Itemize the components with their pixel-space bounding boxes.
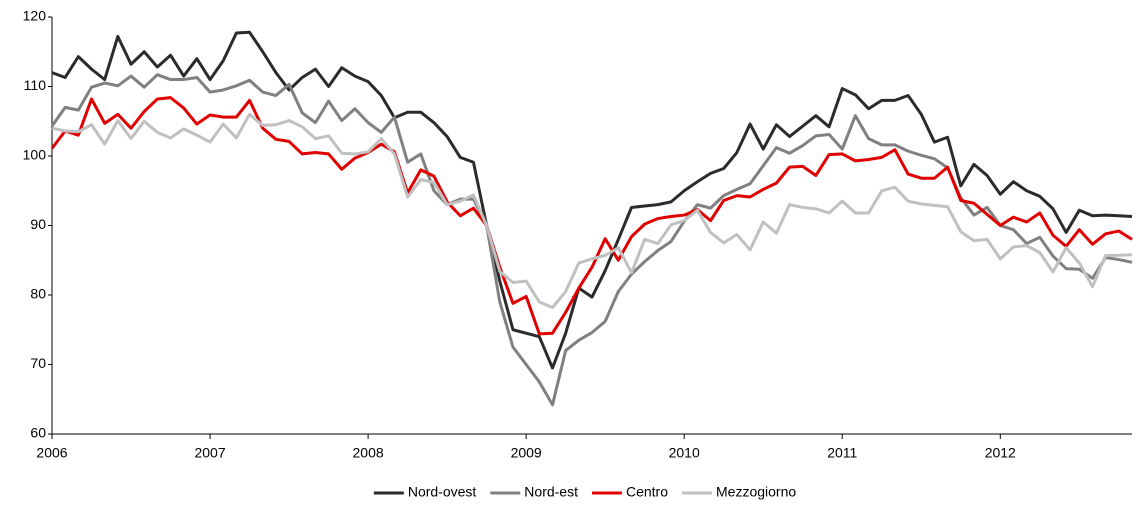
- series-line: [51, 30, 1133, 370]
- legend-label: Mezzogiorno: [716, 484, 796, 500]
- y-tick-label: 110: [24, 77, 47, 93]
- legend-label: Nord-ovest: [408, 484, 477, 500]
- y-tick-label: 60: [30, 425, 46, 441]
- x-tick-label: 2008: [353, 445, 384, 461]
- series-line: [51, 112, 1133, 310]
- y-tick-label: 100: [23, 147, 47, 163]
- y-tick-label: 90: [30, 216, 46, 232]
- legend-label: Nord-est: [524, 484, 578, 500]
- y-tick-label: 120: [23, 8, 47, 24]
- y-tick-label: 70: [30, 355, 46, 371]
- series-line: [50, 96, 1133, 336]
- x-tick-label: 2007: [194, 445, 225, 461]
- x-tick-label: 2011: [827, 445, 857, 461]
- legend-label: Centro: [626, 484, 668, 500]
- x-tick-label: 2012: [985, 445, 1016, 461]
- y-tick-label: 80: [30, 286, 46, 302]
- x-tick-label: 2009: [511, 445, 542, 461]
- x-tick-label: 2010: [669, 445, 700, 461]
- x-tick-label: 2006: [36, 445, 67, 461]
